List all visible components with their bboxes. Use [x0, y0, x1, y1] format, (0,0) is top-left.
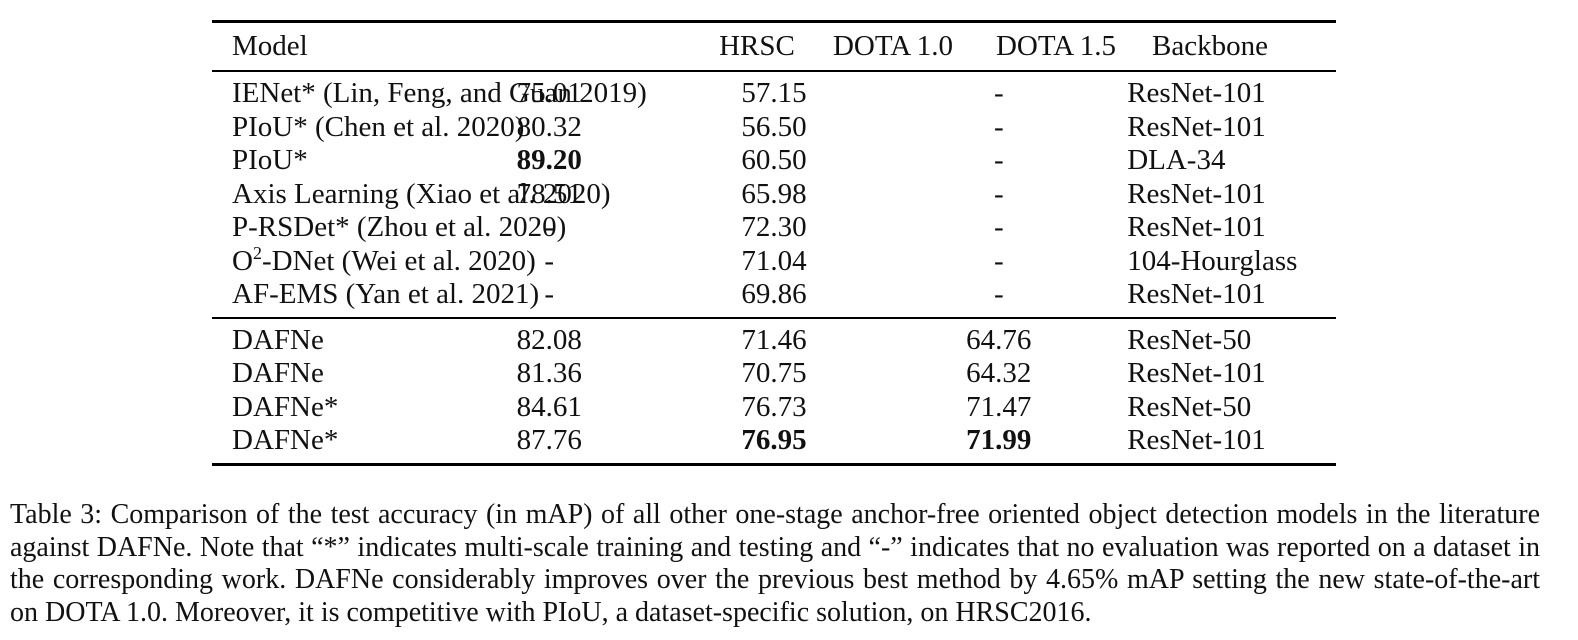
cell-dota15: - — [993, 177, 1004, 210]
header-dota10: DOTA 1.0 — [832, 30, 954, 62]
cell-dota15: - — [993, 244, 1004, 277]
cell-backbone: ResNet-101 — [1127, 278, 1266, 310]
cell-dota10: 72.30 — [741, 211, 807, 243]
cell-hrsc: - — [544, 278, 555, 310]
table-row: PIoU* 89.20 60.50 - DLA-34 — [212, 144, 1336, 178]
table-row: DAFNe* 87.76 76.95 71.99 ResNet-101 — [212, 424, 1336, 458]
cell-dota10: 65.98 — [741, 177, 807, 210]
header-backbone: Backbone — [1152, 30, 1268, 62]
cell-dota15: 71.47 — [966, 390, 1032, 423]
cell-backbone: ResNet-50 — [1127, 323, 1252, 356]
cell-backbone: ResNet-101 — [1127, 424, 1266, 456]
cell-model: DAFNe* — [232, 390, 339, 423]
cell-model: DAFNe — [232, 357, 324, 389]
cell-model: DAFNe — [232, 323, 324, 356]
table-group-baselines: IENet* (Lin, Feng, and Guan 2019) 75.01 … — [212, 72, 1336, 317]
cell-backbone: ResNet-101 — [1127, 110, 1266, 143]
cell-model: PIoU* (Chen et al. 2020) — [232, 110, 525, 143]
table-row: DAFNe* 84.61 76.73 71.47 ResNet-50 — [212, 391, 1336, 425]
cell-backbone: ResNet-101 — [1127, 177, 1266, 210]
cell-dota10-best: 76.95 — [741, 424, 807, 456]
cell-backbone: DLA-34 — [1127, 144, 1226, 176]
cell-hrsc: 87.76 — [516, 424, 582, 456]
cell-dota15: - — [993, 77, 1004, 109]
cell-backbone: ResNet-50 — [1127, 390, 1252, 423]
cell-dota10: 56.50 — [741, 110, 807, 143]
cell-hrsc-best: 89.20 — [516, 144, 582, 176]
header-row: Model HRSC DOTA 1.0 DOTA 1.5 Backbone — [212, 23, 1336, 70]
cell-dota15: - — [993, 211, 1004, 243]
cell-dota15: - — [993, 110, 1004, 143]
cell-hrsc: - — [544, 211, 555, 243]
cell-hrsc: - — [544, 244, 555, 277]
cell-dota15-best: 71.99 — [966, 424, 1032, 456]
table-caption: Table 3: Comparison of the test accuracy… — [10, 499, 1540, 628]
cell-hrsc: 80.32 — [516, 110, 582, 143]
table-row: IENet* (Lin, Feng, and Guan 2019) 75.01 … — [212, 77, 1336, 111]
cell-dota10: 71.04 — [741, 244, 807, 277]
table-row: DAFNe 82.08 71.46 64.76 ResNet-50 — [212, 324, 1336, 358]
results-table: Model HRSC DOTA 1.0 DOTA 1.5 Backbone IE… — [212, 20, 1336, 466]
cell-dota10: 69.86 — [741, 278, 807, 310]
table-row: O2-DNet (Wei et al. 2020) - 71.04 - 104-… — [212, 242, 1336, 279]
cell-hrsc: 75.01 — [516, 77, 582, 109]
cell-dota10: 57.15 — [741, 77, 807, 109]
header-dota15: DOTA 1.5 — [995, 30, 1117, 62]
cell-model: IENet* (Lin, Feng, and Guan 2019) — [232, 77, 647, 109]
model-superscript: 2 — [252, 242, 262, 263]
cell-model: AF-EMS (Yan et al. 2021) — [232, 278, 540, 310]
table-header: Model HRSC DOTA 1.0 DOTA 1.5 Backbone — [212, 23, 1336, 70]
cell-hrsc: 84.61 — [516, 390, 582, 423]
group-rule — [212, 316, 1336, 319]
model-prefix: O — [232, 244, 253, 277]
cell-hrsc: 78.51 — [516, 177, 582, 210]
top-rule — [212, 20, 1336, 23]
cell-hrsc: 82.08 — [516, 323, 582, 356]
table-row: P-RSDet* (Zhou et al. 2020) - 72.30 - Re… — [212, 211, 1336, 245]
cell-model: PIoU* — [232, 144, 308, 176]
table-row: PIoU* (Chen et al. 2020) 80.32 56.50 - R… — [212, 111, 1336, 145]
cell-backbone: ResNet-101 — [1127, 357, 1266, 389]
header-hrsc: HRSC — [719, 30, 795, 62]
table-group-dafne: DAFNe 82.08 71.46 64.76 ResNet-50 DAFNe … — [212, 319, 1336, 463]
cell-dota10: 71.46 — [741, 323, 807, 356]
header-rule — [212, 70, 1336, 72]
cell-dota15: - — [993, 278, 1004, 310]
cell-dota10: 60.50 — [741, 144, 807, 176]
cell-hrsc: 81.36 — [516, 357, 582, 389]
table-row: AF-EMS (Yan et al. 2021) - 69.86 - ResNe… — [212, 278, 1336, 312]
bottom-rule — [212, 462, 1336, 466]
model-rest: -DNet (Wei et al. 2020) — [261, 244, 536, 277]
cell-dota10: 70.75 — [741, 357, 807, 389]
table-row: Axis Learning (Xiao et al. 2020) 78.51 6… — [212, 178, 1336, 212]
cell-backbone: ResNet-101 — [1127, 77, 1266, 109]
cell-model: DAFNe* — [232, 424, 339, 456]
cell-model: Axis Learning (Xiao et al. 2020) — [232, 177, 611, 210]
cell-dota15: 64.76 — [966, 323, 1032, 356]
cell-backbone: ResNet-101 — [1127, 211, 1266, 243]
table-row: DAFNe 81.36 70.75 64.32 ResNet-101 — [212, 357, 1336, 391]
cell-backbone: 104-Hourglass — [1127, 244, 1298, 277]
cell-dota10: 76.73 — [741, 390, 807, 423]
header-model: Model — [232, 30, 308, 62]
cell-dota15: - — [993, 144, 1004, 176]
cell-model: P-RSDet* (Zhou et al. 2020) — [232, 211, 567, 243]
cell-model: O2-DNet (Wei et al. 2020) — [212, 242, 536, 279]
cell-dota15: 64.32 — [966, 357, 1032, 389]
